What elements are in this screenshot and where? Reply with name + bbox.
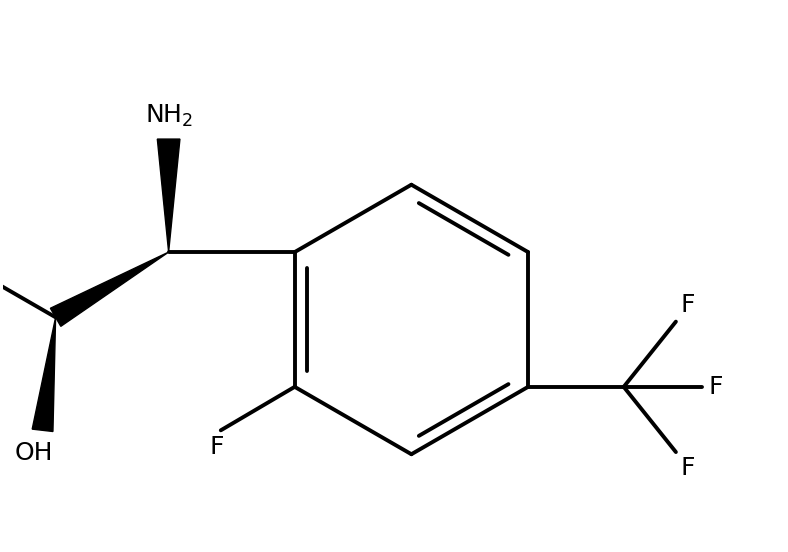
Text: F: F bbox=[680, 457, 695, 480]
Text: F: F bbox=[209, 434, 224, 459]
Text: NH$_2$: NH$_2$ bbox=[144, 103, 193, 129]
Polygon shape bbox=[32, 317, 56, 432]
Text: F: F bbox=[708, 375, 723, 399]
Polygon shape bbox=[158, 139, 180, 252]
Text: OH: OH bbox=[15, 440, 53, 465]
Text: F: F bbox=[680, 293, 695, 317]
Polygon shape bbox=[50, 252, 169, 326]
